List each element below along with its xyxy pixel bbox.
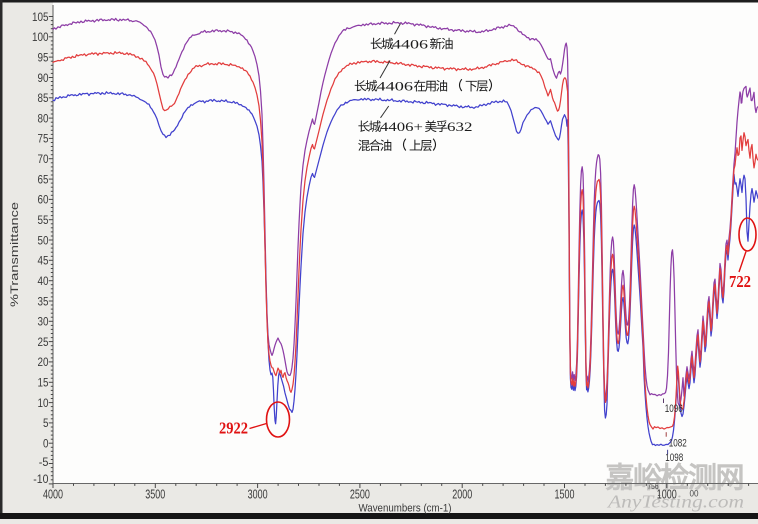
svg-text:105: 105 [32, 10, 49, 24]
svg-text:40: 40 [38, 274, 49, 288]
svg-text:2000: 2000 [452, 487, 472, 502]
svg-text:90: 90 [38, 71, 49, 85]
svg-text:1082: 1082 [669, 438, 687, 450]
svg-text:1: 1 [658, 488, 661, 498]
svg-text:60: 60 [38, 193, 49, 207]
svg-text:70: 70 [38, 152, 49, 166]
svg-text:55: 55 [38, 213, 49, 227]
svg-text:4406+: 4406+ [380, 119, 423, 134]
svg-text:35: 35 [38, 294, 49, 308]
svg-text:100: 100 [32, 30, 49, 44]
svg-text:756: 756 [648, 482, 659, 491]
svg-text:-5: -5 [39, 455, 49, 469]
svg-text:10: 10 [38, 396, 49, 410]
svg-text:1000: 1000 [657, 487, 677, 502]
svg-text:50: 50 [38, 233, 49, 247]
svg-text:00: 00 [690, 489, 699, 499]
svg-text:45: 45 [38, 254, 49, 268]
svg-text:85: 85 [38, 91, 49, 105]
svg-text:5: 5 [43, 416, 49, 430]
svg-text:20: 20 [38, 355, 49, 369]
svg-text:1098: 1098 [665, 452, 683, 464]
svg-text:65: 65 [38, 172, 49, 186]
svg-text:4406: 4406 [392, 36, 429, 51]
svg-text:0: 0 [43, 437, 49, 451]
svg-text:722: 722 [729, 272, 751, 291]
svg-text:1096: 1096 [665, 403, 683, 415]
svg-text:-10: -10 [33, 472, 48, 486]
svg-text:25: 25 [38, 335, 49, 349]
svg-text:AnyTesting.com: AnyTesting.com [607, 492, 744, 512]
svg-text:75: 75 [38, 132, 49, 146]
svg-text:2500: 2500 [350, 487, 370, 502]
svg-text:3000: 3000 [248, 487, 268, 502]
svg-text:2922: 2922 [219, 419, 248, 438]
svg-text:15: 15 [38, 376, 49, 390]
svg-text:4000: 4000 [43, 487, 63, 502]
svg-text:4406: 4406 [377, 79, 414, 94]
svg-text:632: 632 [447, 119, 473, 134]
svg-text:95: 95 [38, 50, 49, 64]
svg-text:%Transmittance: %Transmittance [9, 202, 21, 307]
svg-text:3500: 3500 [145, 487, 165, 502]
svg-text:80: 80 [38, 111, 49, 125]
svg-text:Wavenumbers (cm-1): Wavenumbers (cm-1) [359, 503, 452, 515]
svg-text:30: 30 [38, 315, 49, 329]
svg-text:1500: 1500 [555, 487, 575, 502]
